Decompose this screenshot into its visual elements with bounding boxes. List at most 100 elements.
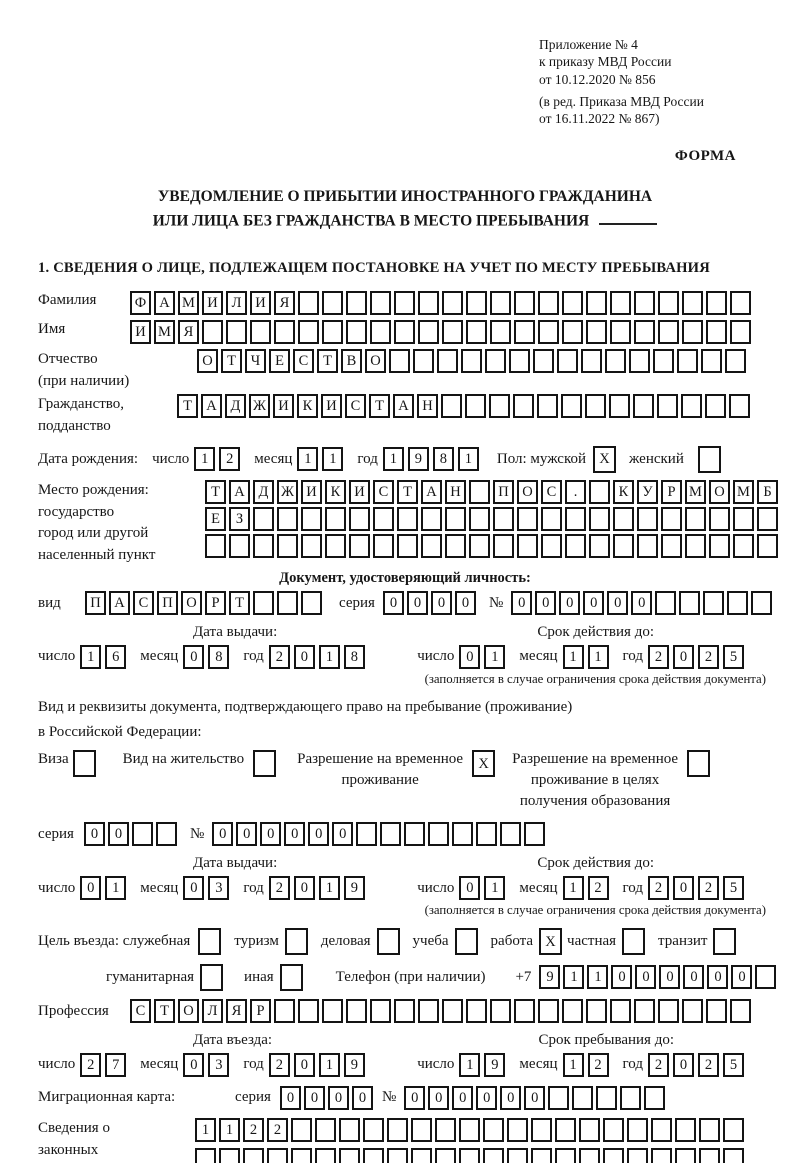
representatives-char-box[interactable] bbox=[531, 1147, 552, 1163]
doc-number-box[interactable]: 0 bbox=[583, 591, 605, 616]
stay-doc-number-box[interactable]: 0 bbox=[284, 822, 306, 847]
representatives-char-box[interactable] bbox=[627, 1117, 648, 1142]
birth-place-char-box[interactable] bbox=[445, 506, 466, 531]
stay-doc-valid-year-box[interactable]: 2 bbox=[698, 876, 719, 901]
birth-place-char-box[interactable] bbox=[757, 506, 778, 531]
migration-card-series-box[interactable]: 0 bbox=[303, 1085, 325, 1110]
stay-doc-number-box[interactable] bbox=[404, 822, 426, 847]
stay-doc-number-box[interactable]: 0 bbox=[260, 822, 282, 847]
surname-char-box[interactable] bbox=[610, 290, 631, 315]
representatives-char-box[interactable] bbox=[723, 1117, 744, 1142]
citizenship-char-box[interactable] bbox=[657, 394, 678, 419]
migration-card-number-box[interactable]: 0 bbox=[452, 1085, 474, 1110]
representatives-char-box[interactable] bbox=[387, 1117, 408, 1142]
birth-place-char-box[interactable] bbox=[709, 533, 730, 558]
citizenship-char-box[interactable] bbox=[489, 394, 510, 419]
stay-until-day-box[interactable]: 9 bbox=[484, 1052, 506, 1077]
profession-char-box[interactable] bbox=[322, 999, 343, 1024]
birth-place-char-box[interactable] bbox=[493, 533, 514, 558]
surname-char-box[interactable] bbox=[346, 290, 367, 315]
entry-month-box[interactable]: 0 bbox=[183, 1052, 205, 1077]
purpose-business-checkbox[interactable] bbox=[376, 928, 400, 956]
citizenship-char-box[interactable] bbox=[465, 394, 486, 419]
stay-doc-issue-day-box[interactable]: 1 bbox=[105, 876, 127, 901]
purpose-study-checkbox[interactable] bbox=[454, 928, 478, 956]
surname-char-box[interactable] bbox=[538, 290, 559, 315]
migration-card-series-box[interactable]: 0 bbox=[327, 1085, 349, 1110]
stay-doc-number-box[interactable] bbox=[476, 822, 498, 847]
birth-day-box[interactable]: 2 bbox=[219, 447, 241, 472]
migration-card-number-box[interactable] bbox=[572, 1085, 594, 1110]
migration-card-series-box[interactable]: 0 bbox=[351, 1085, 373, 1110]
birth-place-char-box[interactable] bbox=[517, 506, 538, 531]
stay-doc-series-box[interactable]: 0 bbox=[107, 822, 129, 847]
birth-place-char-box[interactable] bbox=[421, 506, 442, 531]
stay-doc-issue-day-box[interactable]: 0 bbox=[80, 876, 102, 901]
given-name-char-box[interactable] bbox=[370, 319, 391, 344]
surname-char-box[interactable]: Ф bbox=[130, 290, 151, 315]
surname-char-box[interactable] bbox=[370, 290, 391, 315]
stay-doc-number-box[interactable] bbox=[356, 822, 378, 847]
birth-place-char-box[interactable]: К bbox=[325, 479, 346, 504]
birth-place-char-box[interactable] bbox=[613, 533, 634, 558]
birth-place-char-box[interactable] bbox=[733, 506, 754, 531]
birth-place-char-box[interactable]: Р bbox=[661, 479, 682, 504]
given-name-char-box[interactable] bbox=[226, 319, 247, 344]
stay-doc-number-box[interactable]: 0 bbox=[332, 822, 354, 847]
citizenship-char-box[interactable]: Т bbox=[177, 394, 198, 419]
purpose-work-checkbox[interactable]: X bbox=[539, 928, 563, 956]
birth-place-char-box[interactable] bbox=[685, 533, 706, 558]
birth-place-char-box[interactable]: Ж bbox=[277, 479, 298, 504]
representatives-char-box[interactable] bbox=[483, 1117, 504, 1142]
given-name-char-box[interactable] bbox=[706, 319, 727, 344]
stay-doc-issue-year-box[interactable]: 2 bbox=[268, 876, 290, 901]
given-name-char-box[interactable] bbox=[394, 319, 415, 344]
doc-valid-month-box[interactable]: 1 bbox=[562, 644, 584, 669]
birth-place-char-box[interactable] bbox=[469, 479, 490, 504]
profession-char-box[interactable] bbox=[466, 999, 487, 1024]
patronymic-char-box[interactable] bbox=[485, 348, 506, 373]
representatives-char-box[interactable] bbox=[339, 1147, 360, 1163]
birth-place-char-box[interactable] bbox=[277, 506, 298, 531]
purpose-transit-checkbox[interactable] bbox=[713, 928, 737, 956]
patronymic-char-box[interactable]: Т bbox=[221, 348, 242, 373]
citizenship-char-box[interactable]: А bbox=[393, 394, 414, 419]
patronymic-char-box[interactable] bbox=[509, 348, 530, 373]
representatives-char-box[interactable] bbox=[675, 1147, 696, 1163]
profession-char-box[interactable]: Л bbox=[202, 999, 223, 1024]
surname-char-box[interactable] bbox=[298, 290, 319, 315]
stay-until-year-box[interactable]: 2 bbox=[698, 1052, 719, 1077]
doc-issue-year-box[interactable]: 8 bbox=[343, 644, 365, 669]
doc-series-box[interactable]: 0 bbox=[454, 591, 476, 616]
representatives-char-box[interactable] bbox=[603, 1147, 624, 1163]
profession-char-box[interactable] bbox=[682, 999, 703, 1024]
phone-digit-box[interactable]: 1 bbox=[587, 965, 609, 990]
phone-digit-box[interactable]: 0 bbox=[611, 965, 633, 990]
representatives-char-box[interactable] bbox=[483, 1147, 504, 1163]
stay-doc-number-box[interactable] bbox=[500, 822, 522, 847]
migration-card-number-box[interactable] bbox=[548, 1085, 570, 1110]
birth-place-char-box[interactable]: О bbox=[709, 479, 730, 504]
migration-card-number-box[interactable]: 0 bbox=[428, 1085, 450, 1110]
birth-place-char-box[interactable] bbox=[589, 506, 610, 531]
profession-char-box[interactable]: С bbox=[130, 999, 151, 1024]
phone-digit-box[interactable]: 0 bbox=[635, 965, 657, 990]
surname-char-box[interactable] bbox=[730, 290, 751, 315]
birth-place-char-box[interactable] bbox=[253, 506, 274, 531]
representatives-char-box[interactable] bbox=[531, 1117, 552, 1142]
patronymic-char-box[interactable]: Ч bbox=[245, 348, 266, 373]
stay-until-month-box[interactable]: 2 bbox=[587, 1052, 609, 1077]
given-name-char-box[interactable] bbox=[562, 319, 583, 344]
birth-place-char-box[interactable]: А bbox=[229, 479, 250, 504]
profession-char-box[interactable] bbox=[634, 999, 655, 1024]
citizenship-char-box[interactable]: Т bbox=[369, 394, 390, 419]
entry-year-box[interactable]: 9 bbox=[343, 1052, 365, 1077]
surname-char-box[interactable] bbox=[586, 290, 607, 315]
purpose-humanitarian-checkbox[interactable] bbox=[200, 964, 224, 992]
citizenship-char-box[interactable] bbox=[561, 394, 582, 419]
given-name-char-box[interactable] bbox=[634, 319, 655, 344]
birth-place-char-box[interactable]: С bbox=[541, 479, 562, 504]
stay-doc-issue-month-box[interactable]: 3 bbox=[208, 876, 230, 901]
citizenship-char-box[interactable]: Ж bbox=[249, 394, 270, 419]
birth-place-char-box[interactable]: . bbox=[565, 479, 586, 504]
